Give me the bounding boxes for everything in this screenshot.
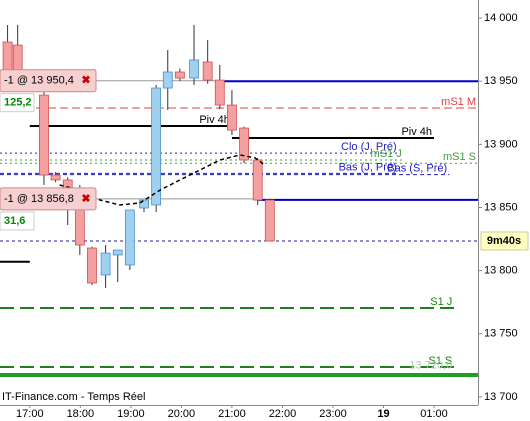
- x-tick-label: 21:00: [218, 408, 246, 420]
- x-tick-label: 22:00: [269, 408, 297, 420]
- x-tick-label: 19:00: [117, 408, 145, 420]
- level-label: S1 J: [430, 296, 452, 308]
- candle-body: [162, 71, 173, 89]
- source: IT-Finance.com - Temps Réel: [2, 391, 145, 403]
- level-label: mS1 M: [441, 96, 476, 108]
- order-close: ✖: [81, 75, 90, 87]
- candle-body: [214, 79, 225, 106]
- order-tag: -1 @ 13 856,8 ✖ 31,6: [0, 187, 97, 231]
- candle-body: [87, 247, 97, 284]
- candle-body: [239, 127, 249, 161]
- y-tick-label: 13 700: [484, 391, 518, 403]
- order-label: -1 @ 13 856,8: [4, 193, 74, 205]
- pnl-box: [0, 93, 35, 113]
- x-tick-label: 19: [377, 408, 389, 420]
- level-label: mS1 J: [371, 148, 402, 160]
- level-label: Bas (J, Pré): [339, 161, 397, 173]
- y-tick-label: 13 800: [484, 265, 518, 277]
- order-tag: -1 @ 13 950,4 ✖ 125,2: [0, 69, 97, 113]
- current-label: 9m40s: [487, 235, 521, 247]
- candle-body: [174, 71, 185, 79]
- candle-body: [39, 94, 49, 176]
- level-label: S1 S: [428, 355, 452, 367]
- order-box: [0, 187, 97, 211]
- candle-body: [189, 59, 199, 79]
- pnl-box: [0, 211, 35, 231]
- pnl-label: 125,2: [4, 97, 32, 109]
- candle-body: [139, 199, 149, 209]
- candle-body: [100, 252, 111, 276]
- level-label: Piv 4h: [199, 114, 230, 126]
- pnl-label: 31,6: [4, 215, 25, 227]
- x-tick-label: 01:00: [420, 408, 448, 420]
- y-tick-label: 13 750: [484, 328, 518, 340]
- current-box: [480, 231, 529, 251]
- level-label: Clo (J, Pré): [341, 141, 397, 153]
- y-tick-label: 13 950: [484, 75, 518, 87]
- order-label: -1 @ 13 950,4: [4, 75, 74, 87]
- candle-body: [264, 199, 275, 242]
- candle-body: [252, 159, 263, 201]
- candle-body: [112, 249, 123, 256]
- candle-body: [50, 174, 61, 181]
- level-label: Piv 4h: [401, 126, 432, 138]
- x-tick-label: 18:00: [67, 408, 95, 420]
- x-tick-label: 17:00: [16, 408, 44, 420]
- level-label: mS1 S: [443, 151, 476, 163]
- x-tick-label: 20:00: [168, 408, 196, 420]
- candle-body: [202, 61, 213, 81]
- order-box: [0, 69, 97, 93]
- level-label: 13 720,0: [409, 360, 452, 372]
- average-line: [59, 154, 266, 206]
- order-close: ✖: [81, 193, 90, 205]
- candle-body: [124, 209, 135, 266]
- level-label: Bas (S, Pré): [387, 163, 447, 175]
- y-tick-label: 14 000: [484, 12, 518, 24]
- candle-body: [151, 87, 162, 206]
- y-tick-label: 13 850: [484, 201, 518, 213]
- candle-body: [227, 104, 237, 131]
- y-tick-label: 13 900: [484, 138, 518, 150]
- x-tick-label: 23:00: [319, 408, 347, 420]
